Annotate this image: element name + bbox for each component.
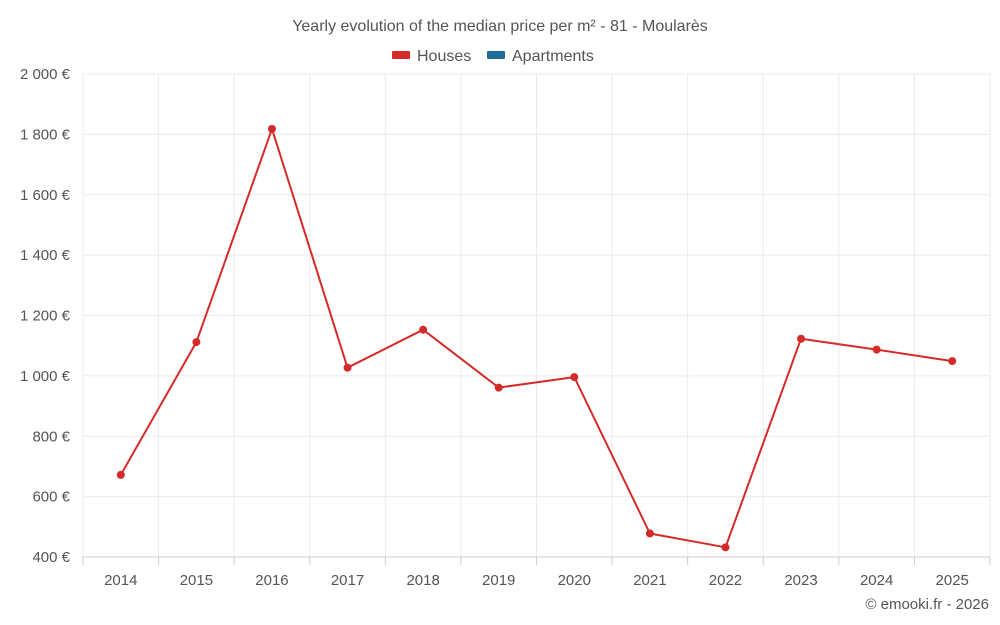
data-point-houses[interactable]	[797, 334, 806, 343]
y-tick-label: 1 800 €	[20, 126, 71, 143]
y-tick-label: 2 000 €	[20, 66, 71, 83]
y-tick-label: 1 600 €	[20, 187, 71, 204]
credit-text: © emooki.fr - 2026	[865, 596, 989, 613]
x-tick-label: 2014	[104, 572, 137, 589]
chart-title: Yearly evolution of the median price per…	[292, 18, 708, 35]
y-tick-label: 1 200 €	[20, 308, 71, 325]
x-tick-label: 2017	[331, 572, 364, 589]
grid	[82, 73, 991, 557]
x-tick-label: 2025	[936, 572, 969, 589]
data-point-houses[interactable]	[267, 124, 276, 133]
x-tick-label: 2015	[180, 572, 213, 589]
data-point-houses[interactable]	[116, 470, 125, 479]
data-point-houses[interactable]	[343, 363, 352, 372]
legend-swatch-apartments	[487, 51, 505, 59]
series-line-houses	[119, 127, 953, 549]
y-tick-label: 600 €	[32, 489, 70, 506]
x-tick-label: 2016	[255, 572, 288, 589]
x-tick-label: 2023	[784, 572, 817, 589]
legend-label-apartments: Apartments	[512, 48, 594, 65]
legend-swatch-houses	[392, 51, 410, 59]
data-point-houses[interactable]	[419, 325, 428, 334]
data-point-houses[interactable]	[494, 383, 503, 392]
y-tick-label: 400 €	[32, 549, 70, 566]
data-point-houses[interactable]	[948, 357, 957, 366]
series-group	[116, 124, 957, 552]
y-tick-label: 800 €	[32, 428, 70, 445]
legend-item-apartments[interactable]: Apartments	[487, 48, 594, 65]
legend-item-houses[interactable]: Houses	[392, 48, 471, 65]
x-tick-label: 2018	[406, 572, 439, 589]
x-axis-labels: 2014 2015 2016 2017 2018 2019 2020 2021 2022 2023…	[82, 557, 991, 589]
data-point-houses[interactable]	[645, 529, 654, 538]
x-tick-label: 2020	[558, 572, 591, 589]
x-tick-label: 2021	[633, 572, 666, 589]
data-point-houses[interactable]	[570, 373, 579, 382]
x-tick-label: 2022	[709, 572, 742, 589]
legend-label-houses: Houses	[417, 48, 471, 65]
y-axis-labels: 400 € 600 € 800 € 1 000 € 1 200 € 1 400 € 1 60…	[20, 66, 71, 566]
data-point-houses[interactable]	[192, 338, 201, 347]
data-point-houses[interactable]	[721, 543, 730, 552]
x-tick-label: 2024	[860, 572, 893, 589]
y-tick-label: 1 400 €	[20, 247, 71, 264]
legend: Houses Apartments	[392, 48, 594, 65]
data-point-houses[interactable]	[872, 345, 881, 354]
y-tick-label: 1 000 €	[20, 368, 71, 385]
x-tick-label: 2019	[482, 572, 515, 589]
